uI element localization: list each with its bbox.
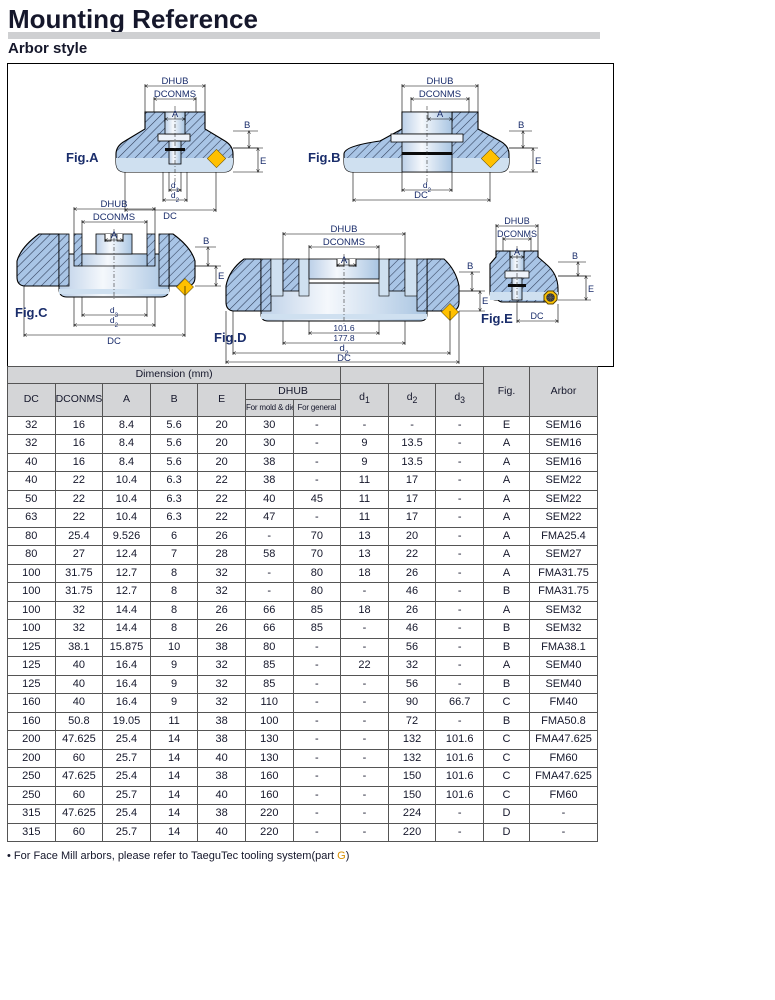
- svg-text:B: B: [572, 251, 578, 261]
- svg-text:DC: DC: [107, 336, 121, 347]
- svg-text:DC: DC: [163, 211, 177, 222]
- svg-text:E: E: [535, 156, 541, 167]
- svg-text:B: B: [518, 120, 524, 131]
- svg-text:A: A: [341, 255, 348, 266]
- svg-text:Fig.E: Fig.E: [481, 311, 513, 326]
- svg-text:DHUB: DHUB: [504, 216, 530, 226]
- svg-text:A: A: [437, 109, 444, 120]
- svg-text:B: B: [203, 236, 209, 247]
- svg-text:A: A: [172, 109, 179, 120]
- svg-text:E: E: [218, 271, 224, 282]
- svg-text:DCONMS: DCONMS: [419, 89, 461, 100]
- svg-text:E: E: [588, 284, 594, 294]
- svg-text:DC: DC: [414, 190, 428, 201]
- svg-text:Fig.A: Fig.A: [66, 150, 99, 165]
- svg-text:DC: DC: [531, 311, 544, 321]
- svg-text:101.6: 101.6: [333, 323, 355, 333]
- svg-text:DCONMS: DCONMS: [323, 237, 365, 248]
- svg-text:B: B: [467, 261, 473, 272]
- svg-text:DCONMS: DCONMS: [154, 89, 196, 100]
- svg-text:A: A: [514, 247, 520, 257]
- svg-text:DCONMS: DCONMS: [497, 229, 537, 239]
- svg-text:A: A: [111, 230, 118, 241]
- svg-text:Fig.D: Fig.D: [214, 330, 247, 345]
- svg-text:B: B: [244, 120, 250, 131]
- svg-text:177.8: 177.8: [333, 333, 355, 343]
- svg-text:E: E: [482, 296, 488, 307]
- svg-text:Fig.B: Fig.B: [308, 150, 341, 165]
- svg-text:DHUB: DHUB: [427, 76, 454, 87]
- svg-text:DHUB: DHUB: [331, 224, 358, 235]
- svg-text:DC: DC: [337, 353, 351, 364]
- svg-text:E: E: [260, 156, 266, 167]
- svg-text:DHUB: DHUB: [162, 76, 189, 87]
- svg-text:DHUB: DHUB: [101, 199, 128, 210]
- svg-text:DCONMS: DCONMS: [93, 212, 135, 223]
- svg-text:Fig.C: Fig.C: [15, 305, 48, 320]
